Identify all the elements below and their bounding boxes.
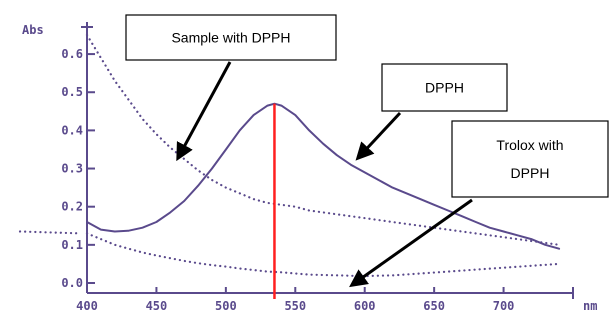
x-tick-label: 450 [146, 299, 168, 313]
y-tick-label: 0.2 [61, 200, 83, 214]
series-trolox-with-dpph [85, 232, 561, 278]
x-axis-label: nm [583, 299, 597, 313]
callout-sample-with-dpph-label: Sample with DPPH [171, 30, 290, 46]
callout-dpph-box [381, 63, 508, 112]
series-dpph [86, 102, 561, 250]
y-tick-label: 0.0 [61, 276, 83, 290]
callout-trolox-with-dpph-label: Trolox with [496, 137, 563, 153]
callout-sample-with-dpph-box [125, 14, 337, 61]
series-sample-with-dpph [85, 33, 561, 246]
callout-layer: Sample with DPPH DPPH Trolox with DPPH [125, 14, 609, 288]
x-tick-label: 650 [423, 299, 445, 313]
callout-trolox-with-dpph-arrow [349, 198, 473, 288]
y-tick-label: 0.4 [61, 123, 83, 137]
callout-trolox-with-dpph-box [451, 120, 609, 198]
callout-sample-with-dpph-arrow [176, 61, 232, 162]
x-tick-label: 550 [284, 299, 306, 313]
y-tick-label: 0.1 [61, 238, 83, 252]
y-axis-label: Abs [22, 23, 44, 37]
x-tick-label: 600 [354, 299, 376, 313]
callout-dpph-arrow [355, 111, 402, 161]
axes: 0.0 0.1 0.2 0.3 0.4 0.5 0.6 Abs 400 450 500 550 600 6… [22, 22, 597, 313]
x-tick-label: 500 [215, 299, 237, 313]
y-tick-label: 0.3 [61, 162, 83, 176]
series-layer [18, 33, 561, 278]
x-tick-label: 700 [493, 299, 515, 313]
callout-dpph-label: DPPH [425, 80, 464, 96]
y-tick-label: 0.5 [61, 85, 83, 99]
left-dotted-trace [18, 230, 83, 235]
y-tick-label: 0.6 [61, 47, 83, 61]
callout-trolox-with-dpph-label: DPPH [511, 165, 550, 181]
x-tick-label: 400 [76, 299, 98, 313]
